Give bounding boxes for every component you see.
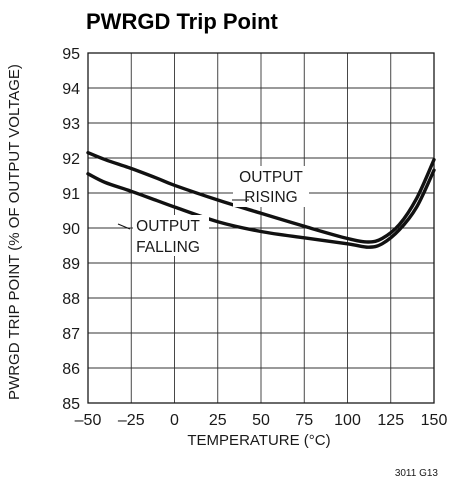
y-axis-label: PWRGD TRIP POINT (% OF OUTPUT VOLTAGE) <box>6 64 23 400</box>
y-tick-label: 91 <box>62 186 80 203</box>
annotation-output-rising: OUTPUT RISING <box>232 166 309 207</box>
annotation-background <box>133 215 209 256</box>
annotation-text: FALLING <box>136 239 200 256</box>
annotation-output-falling: OUTPUT FALLING <box>117 215 209 256</box>
x-tick-label: 25 <box>209 412 227 429</box>
x-axis-ticks: –50 –25 0 25 50 75 100 125 150 <box>75 412 448 429</box>
y-tick-label: 88 <box>62 291 80 308</box>
y-tick-label: 87 <box>62 326 80 343</box>
y-tick-label: 90 <box>62 221 80 238</box>
y-tick-label: 92 <box>62 151 80 168</box>
x-tick-label: 0 <box>170 412 179 429</box>
x-tick-label: 50 <box>252 412 270 429</box>
y-tick-label: 85 <box>62 396 80 413</box>
x-tick-label: –25 <box>118 412 145 429</box>
annotation-text: OUTPUT <box>136 218 200 235</box>
annotations: OUTPUT RISING OUTPUT FALLING <box>117 166 309 256</box>
grid <box>87 52 435 404</box>
annotation-leader-line <box>117 223 131 230</box>
x-axis-label: TEMPERATURE (°C) <box>187 432 330 449</box>
x-tick-label: 100 <box>334 412 361 429</box>
y-axis-ticks: 85 86 87 88 89 90 91 92 93 94 95 <box>62 46 80 413</box>
y-tick-label: 95 <box>62 46 80 63</box>
chart-title: PWRGD Trip Point <box>86 9 279 34</box>
y-tick-label: 94 <box>62 81 80 98</box>
x-tick-label: 75 <box>295 412 313 429</box>
plot-area <box>87 52 435 404</box>
x-tick-label: 150 <box>421 412 448 429</box>
annotation-text: OUTPUT <box>239 169 303 186</box>
y-tick-label: 93 <box>62 116 80 133</box>
series-layer <box>86 151 436 249</box>
y-tick-label: 86 <box>62 361 80 378</box>
x-tick-label: 125 <box>377 412 404 429</box>
annotation-text: RISING <box>244 189 297 206</box>
x-tick-label: –50 <box>75 412 102 429</box>
figure-id: 3011 G13 <box>395 468 439 479</box>
y-tick-label: 89 <box>62 256 80 273</box>
series-output-falling-line <box>86 168 436 249</box>
series-output-rising-line <box>86 151 436 244</box>
